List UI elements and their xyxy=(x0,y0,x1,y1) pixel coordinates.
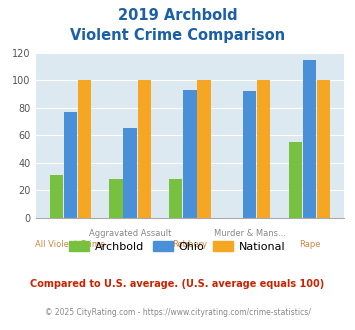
Bar xyxy=(78,80,91,218)
Bar xyxy=(183,90,197,218)
Text: All Violent Crime: All Violent Crime xyxy=(35,240,105,249)
Bar xyxy=(243,91,256,218)
Bar xyxy=(124,128,137,218)
Text: Rape: Rape xyxy=(299,240,321,249)
Text: Compared to U.S. average. (U.S. average equals 100): Compared to U.S. average. (U.S. average … xyxy=(31,279,324,289)
Bar xyxy=(317,80,330,218)
Bar xyxy=(64,112,77,218)
Text: 2019 Archbold: 2019 Archbold xyxy=(118,8,237,23)
Text: Murder & Mans...: Murder & Mans... xyxy=(214,229,286,238)
Bar xyxy=(137,80,151,218)
Bar xyxy=(303,60,316,218)
Legend: Archbold, Ohio, National: Archbold, Ohio, National xyxy=(65,237,290,256)
Bar xyxy=(289,142,302,218)
Bar xyxy=(169,179,182,218)
Bar xyxy=(109,179,122,218)
Bar xyxy=(257,80,271,218)
Text: Aggravated Assault: Aggravated Assault xyxy=(89,229,171,238)
Text: © 2025 CityRating.com - https://www.cityrating.com/crime-statistics/: © 2025 CityRating.com - https://www.city… xyxy=(45,308,310,316)
Text: Violent Crime Comparison: Violent Crime Comparison xyxy=(70,28,285,43)
Text: Robbery: Robbery xyxy=(173,240,207,249)
Bar xyxy=(197,80,211,218)
Bar xyxy=(50,175,63,218)
